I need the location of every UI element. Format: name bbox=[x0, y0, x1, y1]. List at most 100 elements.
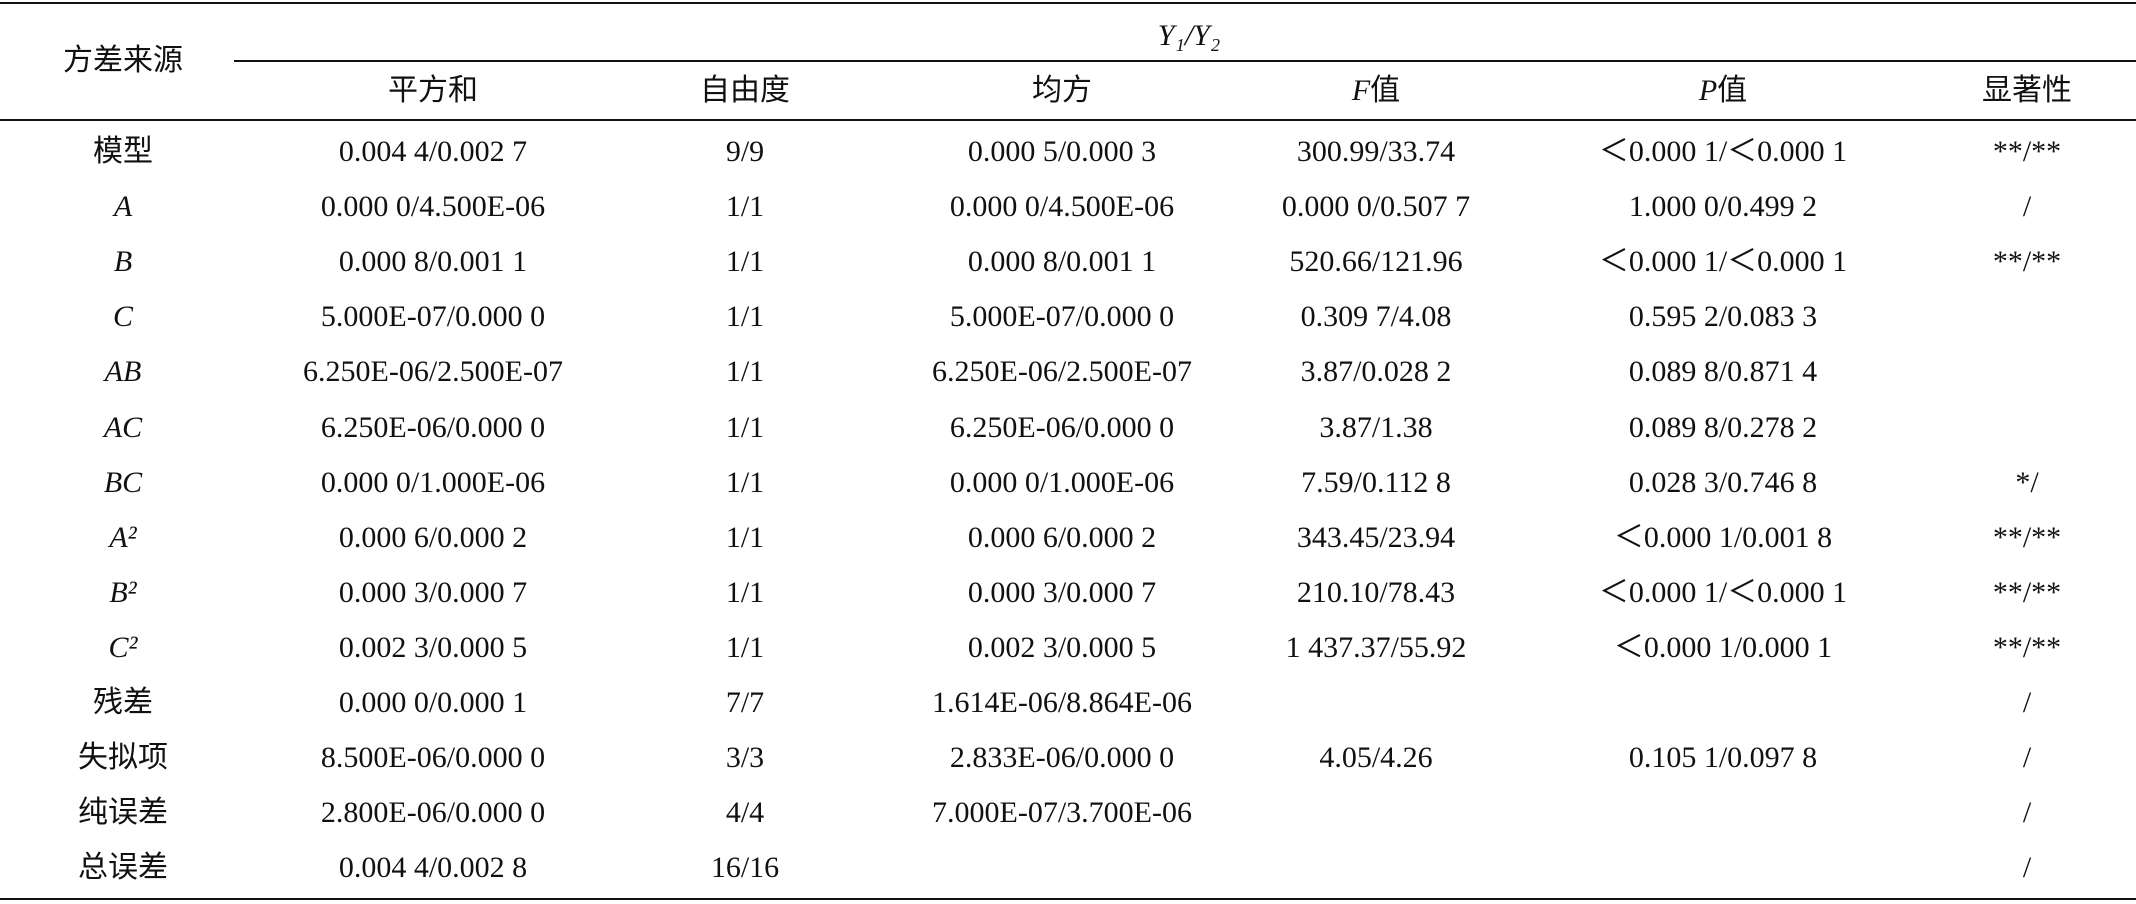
cell: 0.000 5/0.000 3 bbox=[967, 135, 1157, 168]
cell: ＜0.000 1/＜0.000 1 bbox=[1598, 575, 1848, 609]
row-label: B² bbox=[109, 575, 137, 609]
cell: 0.000 0/0.507 7 bbox=[1281, 190, 1471, 224]
cell: 0.309 7/4.08 bbox=[1300, 300, 1452, 334]
header-first: 方差来源 bbox=[63, 44, 183, 77]
column-header: 自由度 bbox=[700, 74, 790, 107]
cell: / bbox=[2022, 686, 2032, 719]
row-label: 总误差 bbox=[78, 851, 168, 885]
cell: 210.10/78.43 bbox=[1296, 575, 1456, 609]
group-rule bbox=[234, 60, 2136, 62]
cell: 0.000 0/1.000E-06 bbox=[949, 465, 1175, 499]
cell: 1 437.37/55.92 bbox=[1285, 630, 1467, 664]
cell: **/** bbox=[1992, 630, 2062, 664]
cell: 0.002 3/0.000 5 bbox=[967, 630, 1157, 664]
column-header: 均方 bbox=[1032, 74, 1092, 107]
cell: 1/1 bbox=[725, 520, 765, 554]
cell: 520.66/121.96 bbox=[1289, 245, 1463, 279]
cell: **/** bbox=[1992, 575, 2062, 609]
cell: 0.000 8/0.001 1 bbox=[967, 245, 1157, 279]
cell: 0.004 4/0.002 8 bbox=[338, 851, 528, 885]
row-label: 失拟项 bbox=[78, 741, 168, 775]
cell: 6.250E-06/0.000 0 bbox=[949, 410, 1175, 444]
cell: 0.000 3/0.000 7 bbox=[967, 575, 1157, 609]
cell: 1/1 bbox=[725, 245, 765, 279]
column-header: 平方和 bbox=[388, 74, 478, 107]
cell: */ bbox=[2015, 465, 2039, 499]
top-rule bbox=[0, 2, 2136, 4]
row-label: B bbox=[113, 245, 133, 279]
row-label: C bbox=[112, 300, 134, 334]
cell: / bbox=[2022, 851, 2032, 885]
cell: 1/1 bbox=[725, 465, 765, 499]
row-label: A bbox=[113, 190, 133, 224]
cell: 2.833E-06/0.000 0 bbox=[949, 741, 1175, 775]
row-label: 模型 bbox=[93, 135, 153, 168]
cell: 343.45/23.94 bbox=[1296, 520, 1456, 554]
row-label: 纯误差 bbox=[78, 796, 168, 830]
cell: 1/1 bbox=[725, 355, 765, 389]
cell: **/** bbox=[1992, 245, 2062, 279]
cell: 0.028 3/0.746 8 bbox=[1628, 465, 1818, 499]
cell: 0.000 0/4.500E-06 bbox=[949, 190, 1175, 224]
column-header: P值 bbox=[1698, 74, 1748, 107]
cell: 5.000E-07/0.000 0 bbox=[949, 300, 1175, 334]
cell: 1/1 bbox=[725, 575, 765, 609]
cell: / bbox=[2022, 741, 2032, 775]
cell: 4.05/4.26 bbox=[1319, 741, 1433, 775]
bottom-rule bbox=[0, 898, 2136, 900]
cell: 16/16 bbox=[710, 851, 780, 885]
cell: 3.87/0.028 2 bbox=[1300, 355, 1452, 389]
cell: 0.000 0/4.500E-06 bbox=[320, 190, 546, 224]
cell: 9/9 bbox=[725, 135, 765, 168]
cell: 0.000 8/0.001 1 bbox=[338, 245, 528, 279]
row-label: C² bbox=[108, 630, 138, 664]
cell: 1.000 0/0.499 2 bbox=[1628, 190, 1818, 224]
cell: 0.000 6/0.000 2 bbox=[338, 520, 528, 554]
cell: 7/7 bbox=[725, 686, 765, 719]
cell: **/** bbox=[1992, 135, 2062, 168]
cell: 3/3 bbox=[725, 741, 765, 775]
cell: 0.000 0/0.000 1 bbox=[338, 686, 528, 719]
cell: 1/1 bbox=[725, 300, 765, 334]
cell: / bbox=[2022, 796, 2032, 830]
cell: / bbox=[2022, 190, 2032, 224]
cell: 6.250E-06/2.500E-07 bbox=[303, 355, 563, 389]
cell: 0.002 3/0.000 5 bbox=[338, 630, 528, 664]
header-rule bbox=[0, 119, 2136, 121]
cell: 1.614E-06/8.864E-06 bbox=[932, 686, 1192, 719]
row-label: 残差 bbox=[93, 686, 153, 719]
cell: ＜0.000 1/0.000 1 bbox=[1613, 630, 1833, 664]
cell: 0.595 2/0.083 3 bbox=[1628, 300, 1818, 334]
cell: 0.089 8/0.278 2 bbox=[1628, 410, 1818, 444]
row-label: AC bbox=[103, 410, 143, 444]
cell: 0.089 8/0.871 4 bbox=[1628, 355, 1818, 389]
cell: 2.800E-06/0.000 0 bbox=[320, 796, 546, 830]
cell: 300.99/33.74 bbox=[1296, 135, 1456, 168]
column-header: F值 bbox=[1351, 74, 1401, 107]
row-label: BC bbox=[103, 465, 143, 499]
cell: 0.000 3/0.000 7 bbox=[338, 575, 528, 609]
row-label: AB bbox=[104, 355, 142, 389]
cell: 7.59/0.112 8 bbox=[1301, 465, 1451, 499]
cell: 3.87/1.38 bbox=[1319, 410, 1433, 444]
header-group: Y₁/Y₂ bbox=[1157, 19, 1221, 52]
cell: 1/1 bbox=[725, 630, 765, 664]
cell: 1/1 bbox=[725, 190, 765, 224]
cell: 7.000E-07/3.700E-06 bbox=[932, 796, 1192, 830]
cell: 0.105 1/0.097 8 bbox=[1628, 741, 1818, 775]
cell: **/** bbox=[1992, 520, 2062, 554]
cell: 6.250E-06/2.500E-07 bbox=[932, 355, 1192, 389]
cell: 6.250E-06/0.000 0 bbox=[320, 410, 546, 444]
cell: ＜0.000 1/＜0.000 1 bbox=[1598, 135, 1848, 168]
cell: 0.000 6/0.000 2 bbox=[967, 520, 1157, 554]
row-label: A² bbox=[109, 520, 137, 554]
cell: 1/1 bbox=[725, 410, 765, 444]
cell: 0.000 0/1.000E-06 bbox=[320, 465, 546, 499]
cell: 0.004 4/0.002 7 bbox=[338, 135, 528, 168]
cell: 5.000E-07/0.000 0 bbox=[320, 300, 546, 334]
cell: 4/4 bbox=[725, 796, 765, 830]
column-header: 显著性 bbox=[1982, 74, 2072, 107]
cell: 8.500E-06/0.000 0 bbox=[320, 741, 546, 775]
cell: ＜0.000 1/＜0.000 1 bbox=[1598, 245, 1848, 279]
